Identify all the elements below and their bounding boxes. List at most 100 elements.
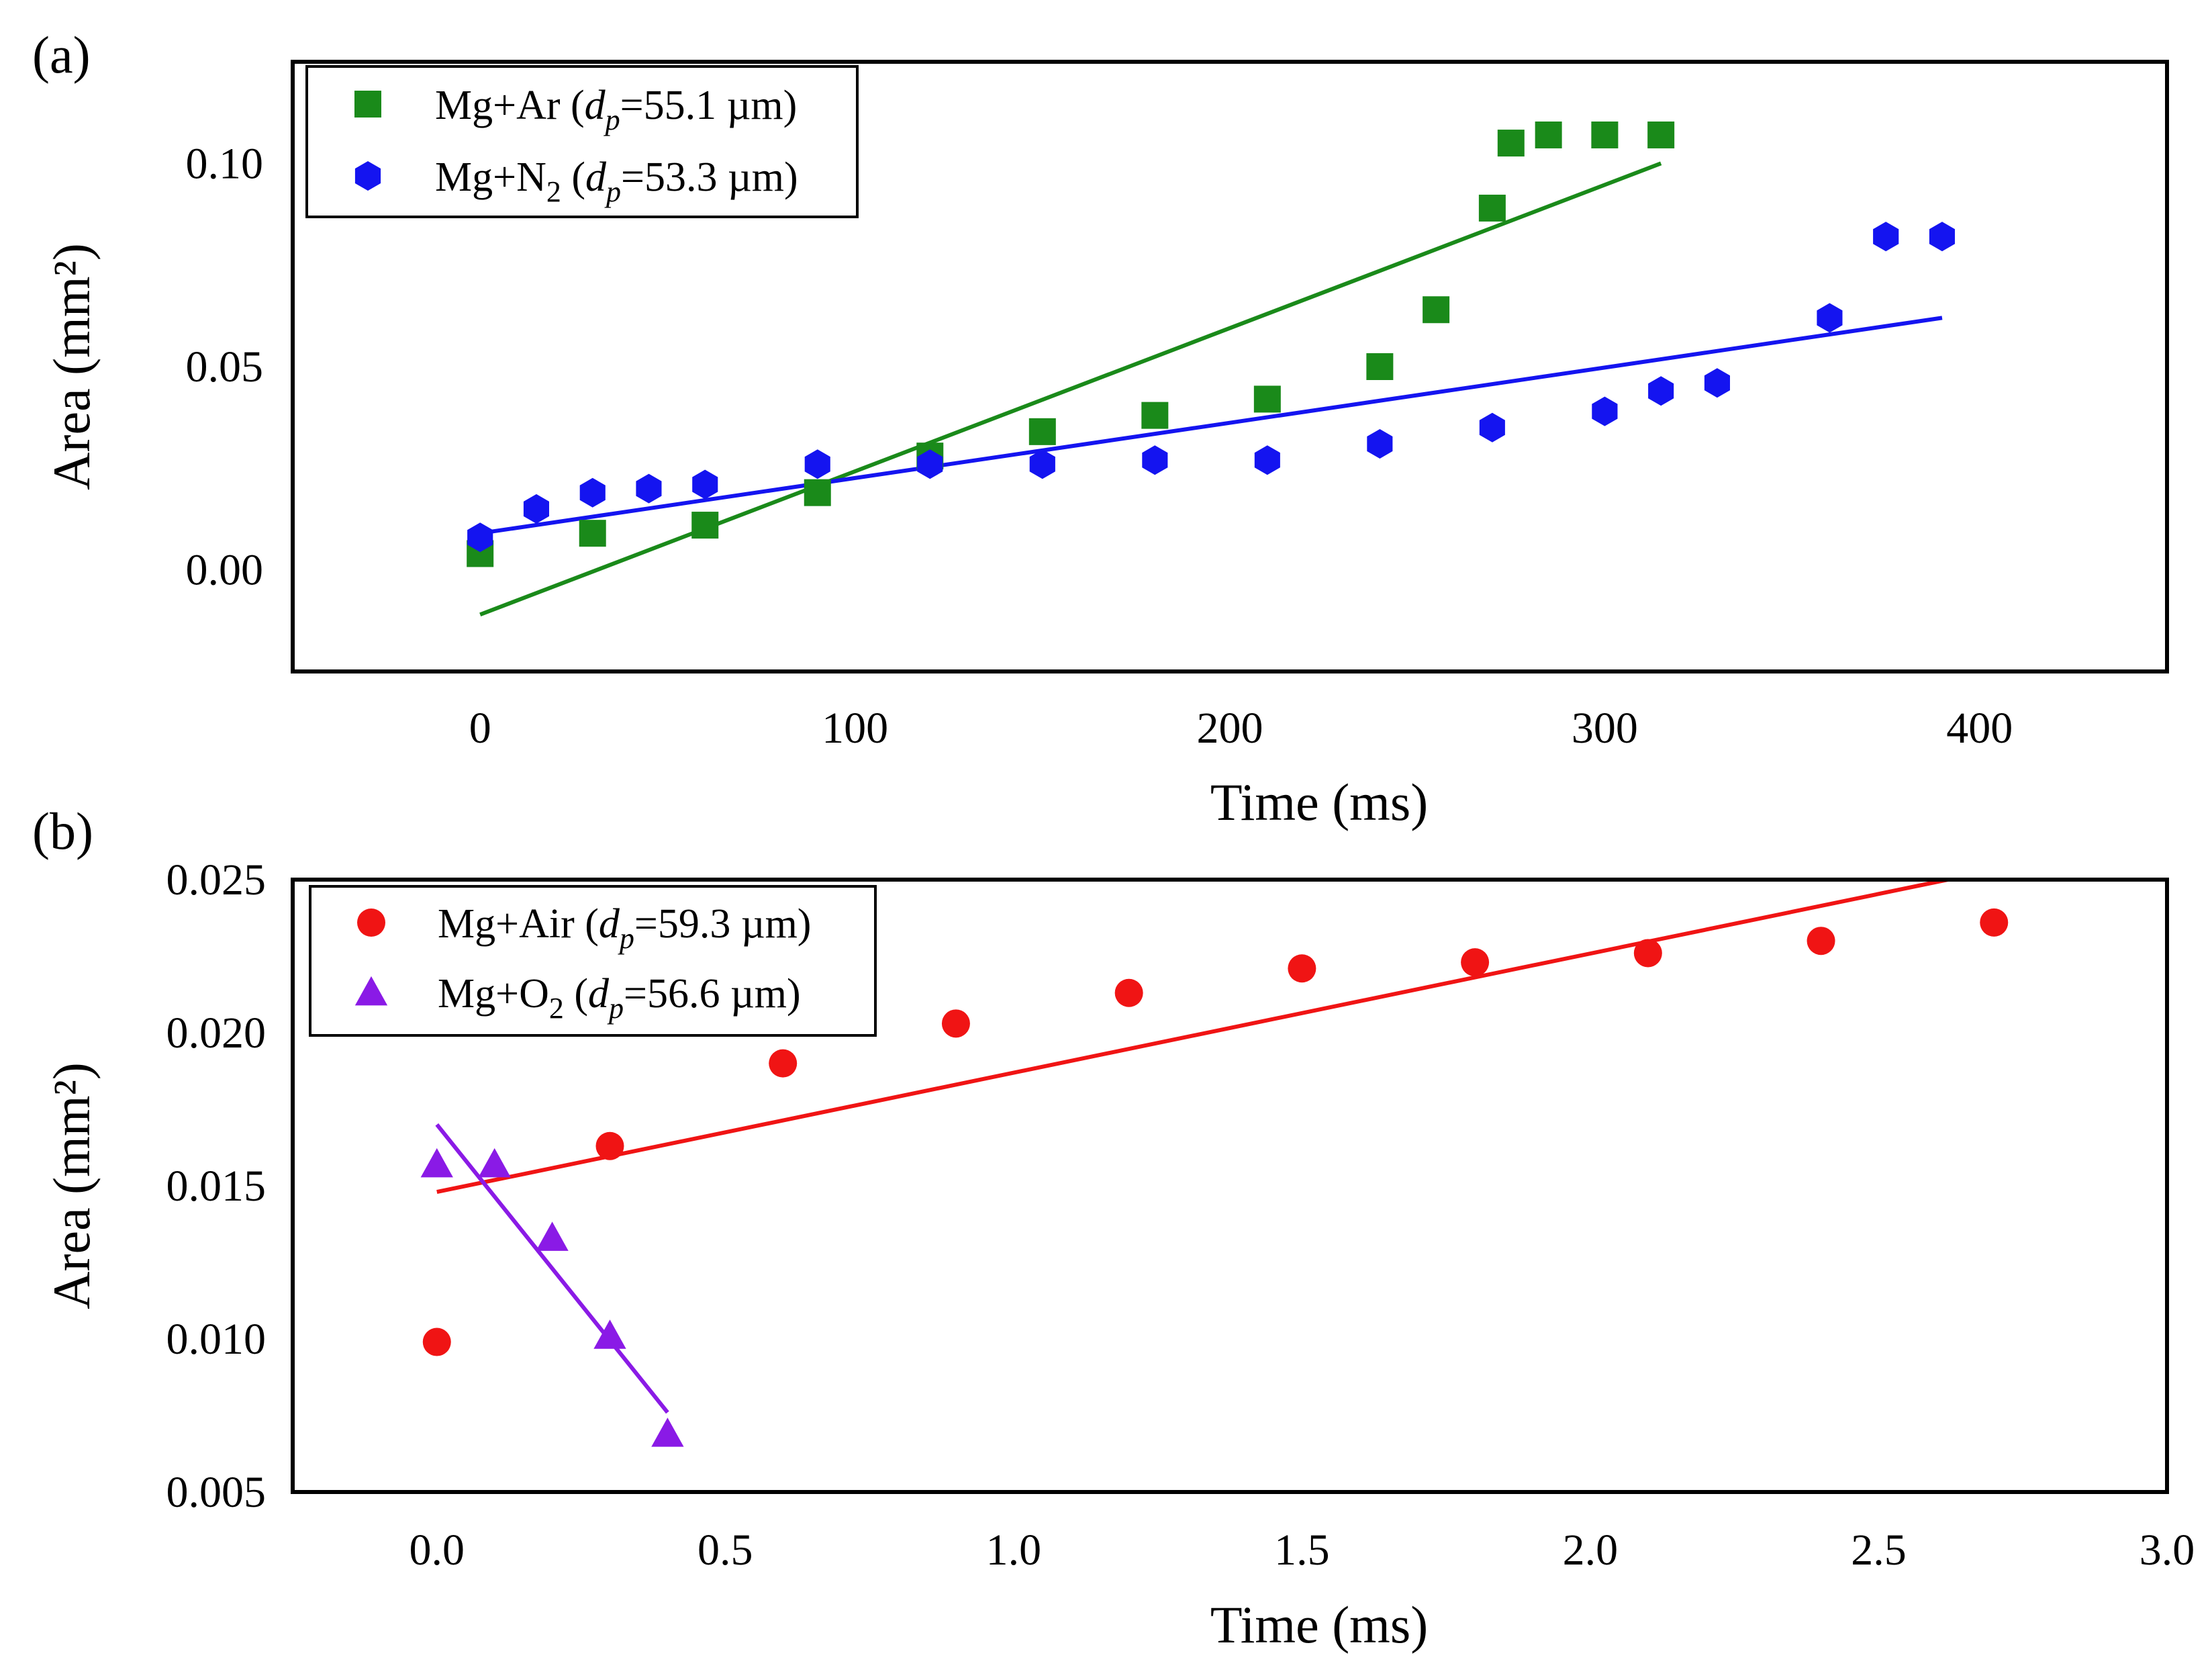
panel-label-b: (b) — [32, 802, 93, 860]
fit-lines-a — [479, 161, 1943, 617]
data-points-b — [420, 908, 2009, 1447]
y-tick-label: 0.05 — [186, 342, 264, 391]
legend-marker-1 — [354, 91, 381, 118]
data-point-series-2 — [420, 1148, 453, 1178]
x-tick-label: 0.0 — [410, 1526, 465, 1575]
data-point-series-2 — [1142, 445, 1168, 475]
data-point-series-2 — [1479, 412, 1505, 442]
y-tick-label: 0.10 — [186, 139, 264, 188]
legend-box-a — [305, 65, 859, 218]
data-point-series-1 — [941, 1009, 970, 1038]
panel-b: (b) 0.005 0.010 0.015 0.020 0.025 0.0 0.5 1.0 1… — [32, 802, 2195, 1654]
data-point-series-2 — [1029, 449, 1055, 479]
x-tick-label: 3.0 — [2139, 1526, 2195, 1575]
data-point-series-2 — [478, 1148, 511, 1178]
x-tick-label: 0 — [469, 704, 491, 753]
x-axis-label-a: Time (ms) — [1210, 773, 1428, 831]
data-point-series-1 — [1141, 402, 1169, 429]
data-point-series-1 — [1591, 121, 1619, 148]
data-point-series-2 — [651, 1417, 684, 1447]
y-tick-label: 0.00 — [186, 546, 264, 595]
data-point-series-1 — [1647, 121, 1675, 148]
data-point-series-2 — [804, 449, 830, 479]
data-point-series-1 — [804, 479, 831, 506]
data-point-series-1 — [595, 1131, 624, 1160]
data-point-series-1 — [1028, 418, 1056, 445]
data-point-series-1 — [1366, 353, 1394, 380]
data-point-series-1 — [1253, 385, 1281, 413]
fit-line-2 — [479, 316, 1943, 536]
legend-label-2: Mg+N2 (dp=53.3 µm) — [435, 154, 798, 208]
y-tick-label: 0.010 — [166, 1315, 267, 1364]
data-point-series-1 — [1461, 948, 1490, 977]
legend-b: Mg+Air (dp=59.3 µm) Mg+O2 (dp=56.6 µm) — [309, 885, 877, 1037]
y-tick-label: 0.015 — [166, 1162, 267, 1211]
data-point-series-2 — [523, 494, 549, 524]
legend-label-1: Mg+Ar (dp=55.1 µm) — [435, 83, 797, 136]
y-axis-b: 0.005 0.010 0.015 0.020 0.025 — [166, 855, 267, 1517]
x-tick-label: 100 — [822, 704, 888, 753]
data-point-series-2 — [593, 1319, 626, 1349]
y-axis-label-b: Area (mm²) — [42, 1062, 101, 1309]
plot-frame-a — [291, 60, 2169, 673]
data-point-series-2 — [1873, 222, 1899, 252]
legend-label-2: Mg+O2 (dp=56.6 µm) — [438, 971, 801, 1025]
y-axis-a: 0.00 0.05 0.10 — [186, 139, 264, 594]
y-axis-label-a: Area (mm²) — [42, 243, 101, 490]
data-point-series-2 — [917, 449, 943, 479]
x-axis-label-b: Time (ms) — [1210, 1595, 1428, 1654]
data-point-series-1 — [1423, 296, 1450, 324]
data-point-series-2 — [636, 473, 662, 504]
data-point-series-1 — [422, 1327, 451, 1356]
x-tick-label: 1.0 — [986, 1526, 1042, 1575]
data-point-series-1 — [1114, 978, 1143, 1007]
data-point-series-2 — [1929, 222, 1955, 252]
fit-line-1 — [479, 161, 1662, 617]
x-axis-a: 0 100 200 300 400 — [469, 704, 2013, 753]
data-point-series-1 — [1288, 954, 1316, 983]
legend-marker-2 — [354, 161, 381, 191]
x-axis-b: 0.0 0.5 1.0 1.5 2.0 2.5 3.0 — [410, 1526, 2195, 1575]
data-point-series-2 — [579, 477, 606, 508]
data-point-series-2 — [1704, 368, 1730, 398]
data-point-series-2 — [1817, 303, 1843, 333]
data-point-series-2 — [536, 1221, 569, 1251]
data-point-series-1 — [1980, 908, 2009, 937]
fit-line-2 — [435, 1123, 669, 1414]
data-point-series-2 — [1254, 445, 1280, 475]
legend-box-b — [309, 885, 877, 1037]
data-point-series-2 — [1367, 429, 1393, 459]
data-point-series-2 — [467, 522, 493, 553]
panel-a: (a) 0.00 0.05 0.10 0 100 200 300 400 Time (ms)… — [32, 26, 2169, 831]
legend-marker-2 — [354, 976, 388, 1006]
data-point-series-1 — [769, 1049, 798, 1078]
data-point-series-1 — [1807, 927, 1835, 955]
x-tick-label: 2.5 — [1851, 1526, 1907, 1575]
data-point-series-2 — [692, 469, 718, 500]
data-points-a — [467, 121, 1955, 567]
data-point-series-1 — [1497, 130, 1525, 157]
y-tick-label: 0.005 — [166, 1468, 267, 1517]
fit-lines-b — [435, 878, 1949, 1414]
x-tick-label: 400 — [1946, 704, 2013, 753]
data-point-series-1 — [691, 512, 719, 539]
legend-label-1: Mg+Air (dp=59.3 µm) — [438, 901, 811, 955]
y-tick-label: 0.020 — [166, 1009, 267, 1058]
x-tick-label: 1.5 — [1274, 1526, 1330, 1575]
plot-frame-b — [291, 878, 2169, 1494]
x-tick-label: 0.5 — [698, 1526, 753, 1575]
x-tick-label: 300 — [1572, 704, 1638, 753]
data-point-series-1 — [1535, 121, 1562, 148]
legend-marker-1 — [357, 908, 385, 937]
y-tick-label: 0.025 — [166, 855, 267, 904]
data-point-series-1 — [1478, 194, 1506, 222]
fit-line-1 — [436, 878, 1949, 1195]
data-point-series-1 — [1633, 939, 1662, 968]
legend-a: Mg+Ar (dp=55.1 µm) Mg+N2 (dp=53.3 µm) — [305, 65, 859, 218]
data-point-series-2 — [1648, 376, 1674, 406]
data-point-series-1 — [579, 520, 606, 547]
data-point-series-2 — [1592, 396, 1618, 426]
panel-label-a: (a) — [32, 26, 91, 84]
x-tick-label: 200 — [1197, 704, 1263, 753]
